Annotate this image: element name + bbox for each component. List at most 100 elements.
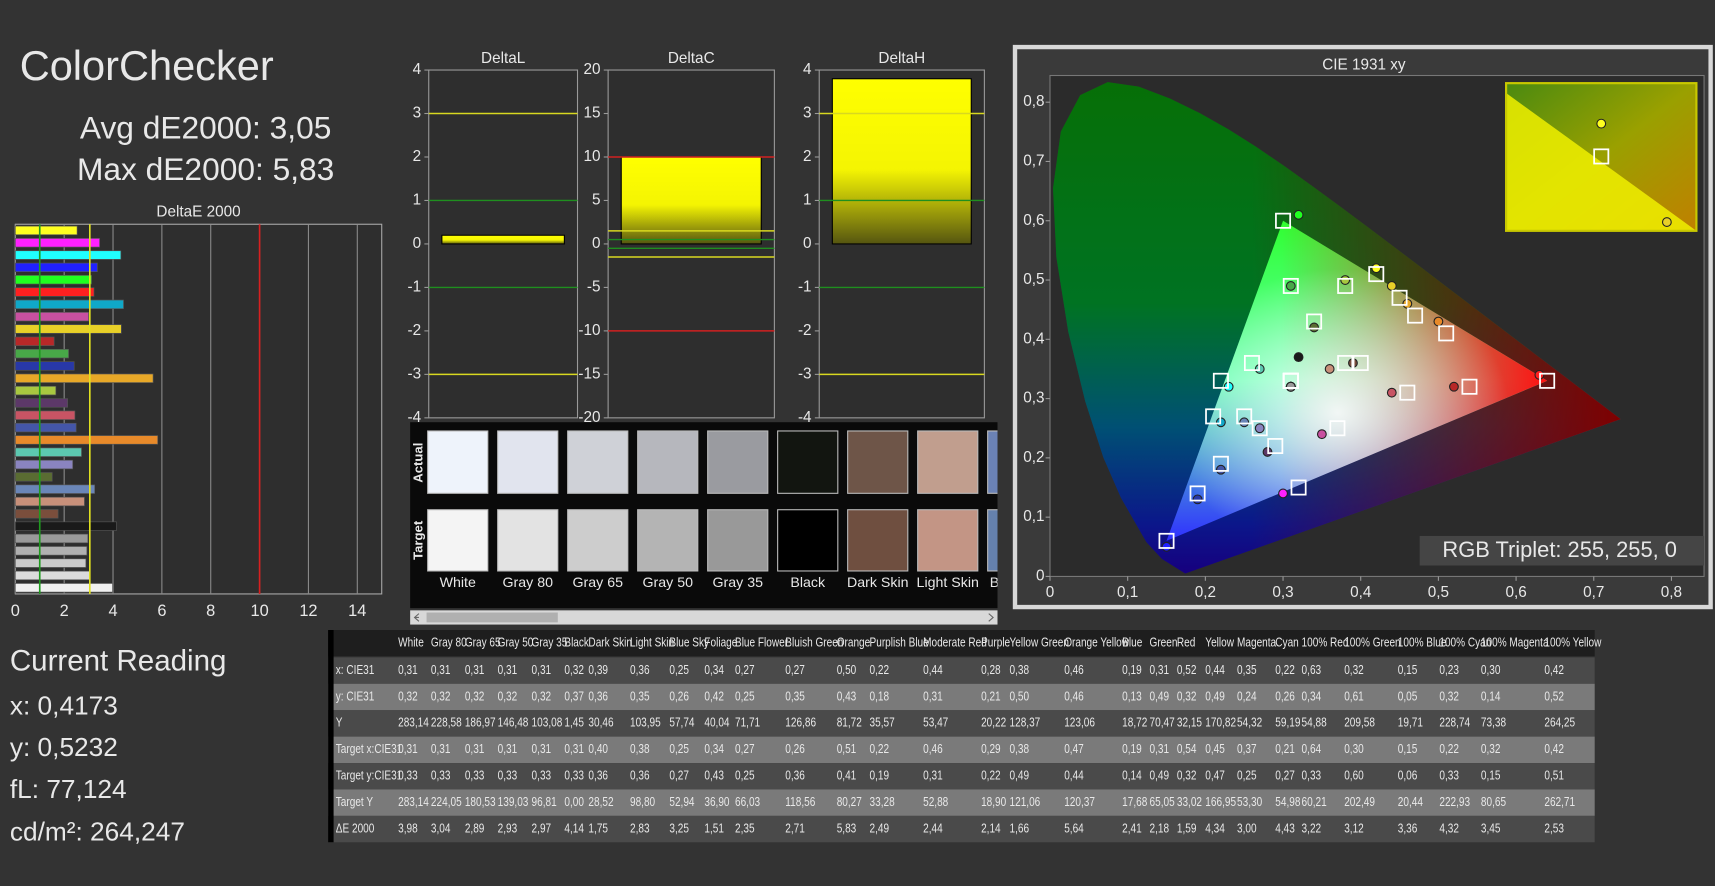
scroll-right[interactable]: [988, 613, 994, 622]
table-cell: 0,25: [669, 743, 689, 756]
table-cell: 0,40: [588, 743, 608, 756]
table-cell: 0,32: [1344, 664, 1364, 677]
target-swatch: [777, 509, 839, 572]
table-row-bg: [328, 657, 1595, 684]
table-cell: 2,14: [981, 822, 1001, 835]
target-point: [1329, 420, 1346, 437]
y-tick-label: 10: [583, 148, 600, 165]
scrollbar-thumb[interactable]: [426, 612, 558, 623]
table-cell: 0,51: [1544, 770, 1564, 783]
table-cell: 0,25: [669, 664, 689, 677]
target-point: [1438, 325, 1455, 342]
table-cell: 0,27: [735, 664, 755, 677]
x-tick-label: 8: [206, 602, 215, 620]
table-row-bg: [328, 763, 1595, 790]
table-cell: 0,19: [870, 770, 890, 783]
bar: [14, 447, 82, 457]
column-header: Black: [564, 637, 589, 650]
actual-swatch: [917, 430, 979, 494]
table-cell: 0,44: [1205, 664, 1225, 677]
x-tick-label: 0,2: [1195, 584, 1216, 601]
table-cell: 32,15: [1177, 717, 1202, 730]
table-cell: 0,36: [630, 664, 650, 677]
table-cell: 0,25: [735, 690, 755, 703]
target-point: [1368, 266, 1385, 283]
column-header: Gray 65: [465, 637, 501, 650]
table-cell: 4,14: [564, 822, 584, 835]
table-cell: 0,27: [785, 664, 805, 677]
table-cell: 0,22: [1439, 743, 1459, 756]
swatch-label: Gray 65: [572, 575, 623, 591]
table-cell: 0,19: [1122, 664, 1142, 677]
table-cell: 0,29: [981, 743, 1001, 756]
measured-point: [1309, 322, 1320, 333]
table-cell: 0,60: [1344, 770, 1364, 783]
column-header: Dark Skin: [588, 637, 632, 650]
table-row-bg: [328, 736, 1595, 764]
column-header: 100% Yellow: [1544, 637, 1602, 650]
actual-swatch: [427, 430, 489, 494]
table-cell: 3,00: [1237, 822, 1257, 835]
table-cell: 71,71: [735, 717, 760, 730]
bar: [14, 238, 100, 248]
table-cell: 0,00: [564, 796, 584, 809]
swatch-label: Gray 80: [502, 575, 553, 591]
bar: [14, 435, 159, 445]
table-cell: 0,19: [1122, 743, 1142, 756]
table-cell: 33,02: [1177, 796, 1202, 809]
swatch-label: Light Skin: [917, 575, 979, 591]
x-tick-label: 6: [157, 602, 166, 620]
inset-points: [1593, 118, 1672, 227]
column-header: Green: [1150, 637, 1178, 650]
table-row-bg: [328, 683, 1595, 711]
target-swatch: [707, 509, 769, 572]
table-cell: 0,25: [1237, 770, 1257, 783]
measured-point: [1278, 488, 1288, 499]
table-cell: 209,58: [1344, 717, 1375, 730]
bar: [14, 509, 59, 519]
table-cell: 3,22: [1302, 822, 1322, 835]
target-swatch: [847, 509, 909, 572]
table-cell: 126,86: [785, 717, 816, 730]
bar: [14, 398, 68, 408]
bar: [14, 496, 85, 507]
measured-point: [1386, 387, 1397, 398]
column-header: Magenta: [1237, 637, 1277, 650]
y-tick-label: 0: [1036, 567, 1045, 584]
row-label: Actual: [410, 443, 425, 483]
current-reading-title: Current Reading: [10, 645, 227, 678]
table-cell: 0,22: [1275, 664, 1295, 677]
table-cell: 80,27: [837, 796, 862, 809]
column-header: Moderate Red: [923, 637, 987, 650]
table-cell: 0,32: [1177, 770, 1197, 783]
row-header: Target Y: [336, 796, 374, 809]
y-tick-label: 0: [592, 235, 601, 252]
table-cell: 54,98: [1275, 796, 1300, 809]
target-swatch: [427, 509, 489, 572]
measured-point: [1449, 381, 1459, 392]
table-cell: 30,46: [588, 717, 613, 730]
table-cell: 0,34: [1302, 690, 1322, 703]
y-tick-label: 15: [583, 105, 600, 122]
table-cell: 0,33: [1439, 770, 1459, 783]
table-cell: 0,27: [735, 743, 755, 756]
x-tick-label: 0,1: [1117, 584, 1138, 601]
table-cell: 60,21: [1302, 796, 1327, 809]
y-tick-label: -2: [798, 322, 812, 339]
measured-point: [1254, 423, 1265, 434]
bar: [14, 373, 154, 383]
target-point: [1407, 307, 1424, 324]
table-cell: 224,05: [431, 796, 462, 809]
table-cell: 0,13: [1122, 690, 1142, 703]
swatch-strip: Actual Target White Gray 80 Gray 65 Gray 50 Gr…: [410, 430, 998, 591]
table-cell: 4,32: [1439, 822, 1459, 835]
table-cell: 0,37: [564, 690, 584, 703]
scroll-left[interactable]: [413, 613, 420, 622]
table-cell: 0,31: [1150, 664, 1170, 677]
table-cell: 0,32: [398, 690, 418, 703]
table-cell: 0,15: [1398, 664, 1418, 677]
swatch-label: Black: [790, 575, 826, 591]
chart-title: CIE 1931 xy: [1322, 57, 1406, 74]
y-tick-label: -20: [578, 409, 600, 426]
